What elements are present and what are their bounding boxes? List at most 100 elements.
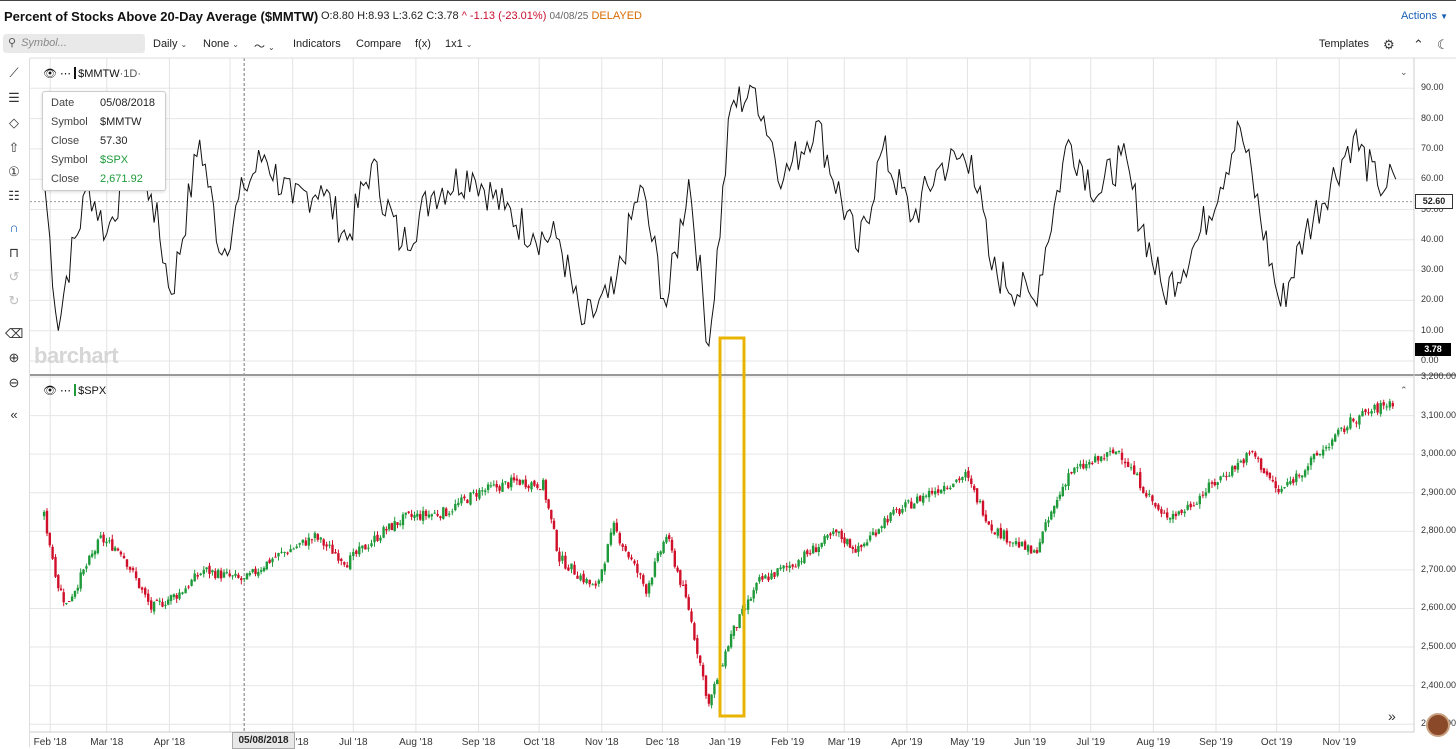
candle-body: [612, 522, 616, 535]
candle-body: [178, 592, 181, 599]
trend-line-icon[interactable]: ⟋: [9, 65, 19, 80]
tooltip-symbol-value: $MMTW: [100, 116, 142, 128]
shape-icon[interactable]: ◇: [9, 115, 19, 130]
open-value: O:8.80: [321, 10, 355, 22]
candle-body: [1029, 545, 1033, 554]
candle-body: [874, 532, 878, 536]
candle-body: [770, 573, 773, 580]
candle-body: [62, 592, 65, 603]
undo-icon[interactable]: ↺: [8, 269, 20, 284]
templates-button[interactable]: Templates: [1318, 38, 1369, 50]
candle-body: [898, 509, 901, 515]
candle-body: [1088, 462, 1091, 465]
candle-body: [222, 572, 226, 578]
chevron-up-icon[interactable]: ⌃: [1400, 385, 1408, 395]
candle-body: [79, 572, 82, 589]
candle-body: [904, 502, 907, 508]
candle-body: [1195, 503, 1198, 505]
candle-body: [1225, 476, 1228, 478]
tooltip-symbol-key: Symbol: [51, 116, 88, 128]
low-value: L:3.62: [392, 10, 424, 22]
candle-body: [895, 508, 898, 510]
x-axis-tick-label: Mar '18: [90, 737, 124, 748]
y-axis-tick-label: 2,600.00: [1421, 602, 1456, 613]
eye-icon[interactable]: 👁: [43, 385, 57, 397]
candle-body: [1126, 461, 1130, 467]
candle-body: [208, 565, 211, 574]
chart-type-dropdown[interactable]: 〜 ⌄: [254, 38, 275, 54]
candle-body: [283, 552, 286, 553]
header-bar: Percent of Stocks Above 20-Day Average (…: [0, 0, 1456, 34]
candle-body: [889, 512, 892, 521]
zoom-out-icon[interactable]: ⊖: [8, 375, 20, 390]
candle-body: [927, 490, 931, 498]
candle-body: [570, 563, 573, 570]
candle-body: [1391, 403, 1394, 407]
candle-body: [445, 508, 448, 517]
more-icon[interactable]: ⋯: [60, 68, 72, 80]
candle-body: [96, 539, 100, 554]
overlay-dropdown[interactable]: None ⌄: [203, 38, 239, 50]
x-axis-tick-label: Nov '18: [584, 737, 619, 748]
more-icon[interactable]: ⋯: [60, 385, 72, 397]
candle-body: [1114, 451, 1118, 455]
measure-icon[interactable]: ☷: [8, 188, 20, 203]
zoom-in-icon[interactable]: ⊕: [8, 350, 20, 365]
redo-icon[interactable]: ↻: [8, 293, 20, 308]
candle-body: [54, 557, 57, 577]
fx-button[interactable]: f(x): [415, 38, 431, 50]
close-value: C:3.78: [426, 10, 459, 22]
candle-body: [732, 625, 736, 636]
candle-body: [144, 588, 147, 595]
actions-menu[interactable]: Actions ▼: [1401, 10, 1448, 22]
candle-body: [1023, 541, 1027, 550]
candle-body: [82, 569, 85, 575]
trash-icon[interactable]: ⌫: [5, 326, 24, 341]
candle-body: [1373, 405, 1376, 410]
gear-icon[interactable]: ⚙: [1383, 37, 1395, 52]
candle-body: [1174, 513, 1178, 517]
fib-icon[interactable]: ☰: [8, 90, 20, 105]
candle-body: [843, 537, 846, 544]
candle-body: [352, 551, 355, 556]
candle-body: [585, 579, 588, 583]
scroll-right-icon[interactable]: »: [1388, 708, 1396, 724]
symbol-search-input[interactable]: ⚲ Symbol...: [3, 34, 145, 53]
high-value: H:8.93: [357, 10, 390, 22]
candle-body: [981, 501, 985, 516]
arrow-icon[interactable]: ⇧: [8, 140, 20, 155]
x-axis-tick-label: Aug '18: [399, 737, 433, 748]
candle-body: [924, 495, 928, 497]
compare-button[interactable]: Compare: [356, 38, 402, 50]
candle-body: [707, 694, 711, 704]
dark-mode-icon[interactable]: ☾: [1437, 37, 1449, 52]
candle-body: [436, 513, 439, 516]
candle-body: [1120, 452, 1124, 460]
magnet-icon[interactable]: ∩: [9, 220, 19, 235]
candle-body: [811, 545, 815, 554]
candle-body: [1216, 482, 1219, 485]
period-dropdown[interactable]: Daily ⌄: [153, 38, 187, 50]
candle-body: [621, 544, 624, 547]
bottom-pane-symbol: $SPX: [78, 385, 107, 397]
annotation-icon[interactable]: ①: [8, 164, 20, 179]
collapse-sidebar-icon[interactable]: «: [10, 407, 18, 422]
lock-icon[interactable]: ⊓: [8, 245, 20, 260]
candle-body: [940, 489, 943, 494]
delayed-badge: DELAYED: [591, 10, 642, 22]
avatar[interactable]: [1426, 713, 1450, 737]
collapse-up-icon[interactable]: ⌃: [1413, 37, 1424, 52]
candle-body: [973, 485, 976, 490]
candle-body: [835, 529, 838, 533]
candle-body: [1379, 403, 1382, 414]
eye-icon[interactable]: 👁: [43, 68, 57, 80]
chevron-down-icon[interactable]: ⌄: [1400, 67, 1408, 77]
candle-body: [292, 548, 295, 550]
candle-body: [809, 553, 812, 555]
indicators-button[interactable]: Indicators: [293, 38, 341, 50]
candle-body: [399, 523, 402, 525]
candle-body: [214, 570, 217, 579]
candle-body: [413, 515, 416, 518]
layout-dropdown[interactable]: 1x1 ⌄: [445, 38, 472, 50]
